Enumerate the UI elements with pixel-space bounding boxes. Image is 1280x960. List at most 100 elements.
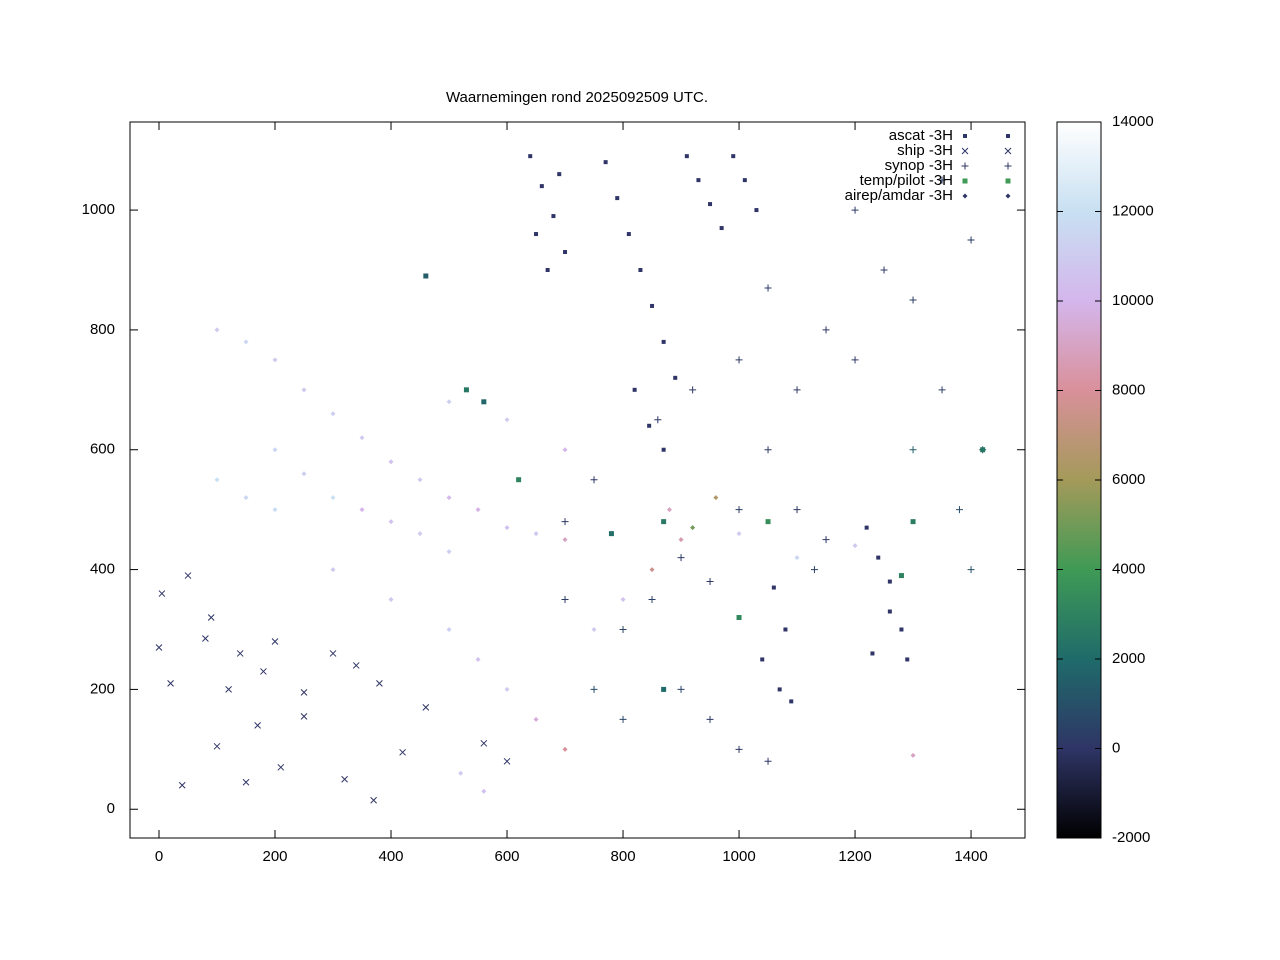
ship-point <box>300 713 308 720</box>
airep-point <box>243 339 249 345</box>
ascat-point <box>539 184 544 189</box>
airep-point <box>388 597 394 603</box>
synop-point <box>851 356 859 364</box>
airep-point <box>388 519 394 525</box>
colorbar-tick-label: 10000 <box>1112 292 1154 309</box>
airep-point <box>330 567 336 573</box>
synop-point <box>810 566 818 574</box>
temp-point <box>661 686 667 692</box>
ship-point <box>352 662 360 669</box>
airep-point <box>794 555 800 561</box>
airep-point <box>301 471 307 477</box>
synop-point <box>938 386 946 394</box>
x-tick-label: 200 <box>262 848 287 865</box>
temp-point <box>516 477 522 483</box>
synop-point <box>822 536 830 544</box>
airep-point <box>690 525 696 531</box>
ascat-point <box>899 627 904 632</box>
ascat-point <box>864 525 869 530</box>
ascat-point <box>783 627 788 632</box>
ship-point <box>254 722 261 729</box>
airep-point <box>620 597 626 603</box>
airep-point <box>533 716 539 722</box>
synop-point <box>735 506 743 514</box>
colorbar <box>1057 122 1101 838</box>
synop-point <box>677 554 685 562</box>
ascat-point <box>673 375 678 380</box>
legend-marker <box>1005 178 1011 184</box>
x-tick-label: 800 <box>611 848 636 865</box>
ascat-point <box>870 651 875 656</box>
temp-point <box>910 519 916 525</box>
ship-point <box>260 668 267 675</box>
airep-point <box>649 567 655 573</box>
synop-point <box>735 745 743 753</box>
y-tick-label: 0 <box>107 800 115 817</box>
plot-frame <box>129 121 1026 839</box>
airep-point <box>713 495 719 501</box>
x-tick-label: 1400 <box>954 848 987 865</box>
ascat-point <box>551 214 556 219</box>
ship-point <box>376 680 383 687</box>
colorbar-tick-label: 2000 <box>1112 650 1145 667</box>
temp-point <box>481 399 487 405</box>
airep-point <box>359 435 365 441</box>
airep-point <box>910 752 916 758</box>
temp-point <box>765 519 771 525</box>
airep-point <box>214 327 220 333</box>
airep-point <box>330 411 336 417</box>
legend-marker <box>1004 147 1012 155</box>
ascat-point <box>742 178 747 183</box>
airep-point <box>504 686 510 692</box>
ascat-point <box>632 387 637 392</box>
airep-point <box>562 746 568 752</box>
colorbar-tick-label: 4000 <box>1112 560 1145 577</box>
airep-point <box>562 537 568 543</box>
airep-point <box>446 399 452 405</box>
ship-point <box>370 796 377 804</box>
synop-point <box>967 566 975 574</box>
ascat-point <box>708 202 713 207</box>
ascat-point <box>647 423 652 428</box>
synop-point <box>909 296 917 304</box>
airep-point <box>475 656 481 662</box>
legend-marker <box>961 162 969 170</box>
ascat-point <box>876 555 881 560</box>
airep-point <box>475 507 481 513</box>
airep-point <box>214 477 220 483</box>
legend-marker <box>962 193 968 199</box>
airep-point <box>243 495 249 501</box>
y-tick-label: 400 <box>90 561 115 578</box>
synop-point <box>654 416 662 424</box>
airep-point <box>504 525 510 531</box>
synop-point <box>561 596 569 604</box>
synop-point <box>735 356 743 364</box>
airep-point <box>359 507 365 513</box>
ascat-point <box>563 250 568 255</box>
x-tick-label: 600 <box>495 848 520 865</box>
chart-title: Waarnemingen rond 2025092509 UTC. <box>446 89 708 106</box>
colorbar-tick-label: -2000 <box>1112 829 1150 846</box>
ascat-point <box>661 447 666 452</box>
legend-label: ship -3H <box>897 142 953 159</box>
colorbar-tick-label: 14000 <box>1112 113 1154 130</box>
ascat-point <box>696 178 701 183</box>
airep-point <box>736 531 742 537</box>
synop-point <box>648 596 656 604</box>
legend-label: ascat -3H <box>889 127 953 144</box>
synop-point <box>764 757 772 765</box>
ascat-point <box>557 172 562 177</box>
ship-point <box>503 757 511 765</box>
airep-point <box>591 626 597 632</box>
temp-point <box>608 531 614 537</box>
ship-point <box>271 638 279 645</box>
temp-point <box>898 573 904 579</box>
synop-point <box>822 326 830 334</box>
airep-point <box>446 495 452 501</box>
temp-point <box>423 273 429 279</box>
y-tick-label: 200 <box>90 680 115 697</box>
airep-point <box>417 531 423 537</box>
y-tick-label: 600 <box>90 441 115 458</box>
synop-point <box>706 715 714 723</box>
